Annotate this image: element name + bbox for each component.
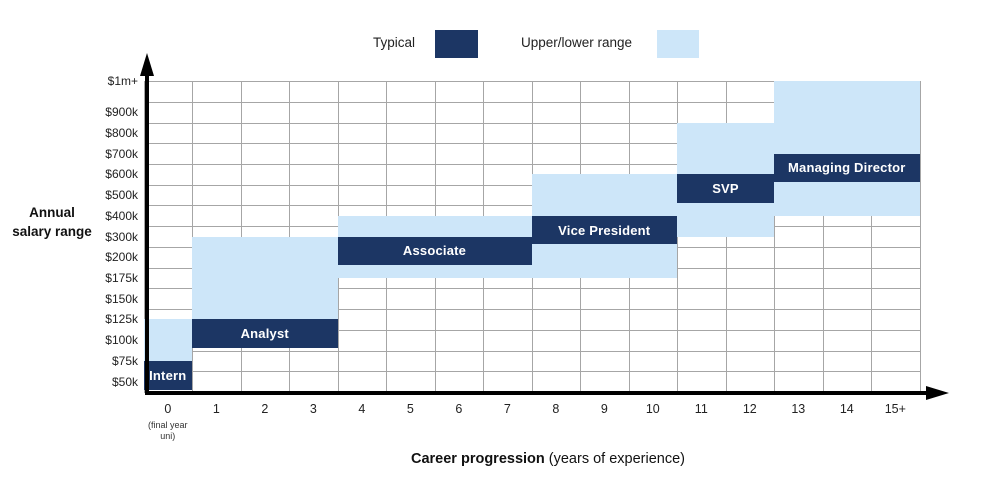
gridline-vertical (822, 81, 824, 392)
x-tick-label: 15+ (884, 402, 906, 416)
y-tick-label: $125k (105, 312, 138, 327)
role-label-associate: Associate (402, 243, 467, 259)
x-tick-label: 5 (406, 402, 414, 416)
gridline-vertical (677, 81, 678, 392)
y-axis-title: Annual salary range (12, 205, 92, 239)
range-box-managing-director (774, 81, 920, 216)
legend-swatch-typical (435, 30, 478, 58)
y-tick-label: $150k (105, 291, 138, 306)
y-tick-label: $1m+ (107, 74, 138, 88)
x-tick-label: 9 (600, 402, 608, 416)
x-tick-label: 13 (791, 402, 806, 416)
x-tick-label: 11 (694, 402, 708, 416)
x-axis-arrow-icon (926, 385, 949, 400)
y-tick-label: $75k (111, 353, 138, 368)
y-tick-label: $900k (105, 105, 138, 120)
gridline-vertical (919, 81, 921, 392)
role-label-managing-director: Managing Director (787, 160, 906, 176)
legend-label-typical: Typical (373, 35, 416, 50)
role-label-vice-president: Vice President (558, 222, 651, 238)
y-tick-label: $500k (105, 188, 138, 202)
x-tick-zero-note: (final year uni) (148, 420, 188, 441)
x-tick-label: 8 (552, 402, 560, 416)
x-tick-label: 6 (455, 402, 463, 416)
typical-box-analyst: Analyst (192, 319, 338, 349)
gridline-vertical (871, 81, 872, 392)
y-tick-label: $400k (105, 208, 138, 223)
x-axis-caption-regular: (years of experience) (544, 451, 685, 467)
y-tick-label: $50k (111, 374, 138, 389)
x-tick-label: 10 (645, 402, 660, 416)
y-axis-line (144, 70, 149, 395)
role-label-svp: SVP (712, 181, 739, 197)
gridline-vertical (143, 81, 145, 392)
legend-swatch-range (657, 30, 699, 58)
y-tick-label: $200k (105, 250, 138, 265)
x-tick-label: 2 (261, 402, 269, 416)
y-tick-label: $600k (105, 167, 138, 182)
typical-box-associate: Associate (337, 236, 532, 266)
x-tick-label: 0 (164, 402, 172, 416)
typical-box-svp: SVP (677, 174, 774, 203)
legend-label-range: Upper/lower range (521, 35, 633, 50)
y-tick-label: $300k (105, 229, 138, 244)
x-tick-label: 1 (212, 402, 220, 416)
y-tick-label: $100k (105, 333, 138, 348)
range-box-intern (143, 319, 192, 361)
gridline-vertical (774, 81, 775, 392)
role-label-intern: Intern (149, 367, 187, 383)
y-tick-label: $175k (105, 271, 138, 285)
y-tick-label: $800k (105, 125, 138, 140)
typical-box-managing-director: Managing Director (774, 153, 920, 183)
x-tick-label: 4 (358, 402, 366, 416)
x-tick-label: 3 (309, 402, 317, 416)
x-tick-label: 14 (839, 402, 854, 416)
typical-box-intern: Intern (143, 360, 192, 390)
y-tick-label: $700k (105, 146, 138, 161)
typical-box-vice-president: Vice President (531, 215, 677, 245)
x-axis-line (144, 390, 931, 395)
x-axis-caption-bold: Career progression (410, 451, 545, 467)
gridline-vertical (725, 81, 727, 392)
y-axis-arrow-icon (139, 53, 154, 76)
x-tick-label: 12 (742, 402, 757, 416)
role-label-analyst: Analyst (240, 326, 289, 342)
x-axis-caption: Career progression (years of experience) (148, 451, 948, 467)
x-tick-label: 7 (503, 402, 511, 416)
